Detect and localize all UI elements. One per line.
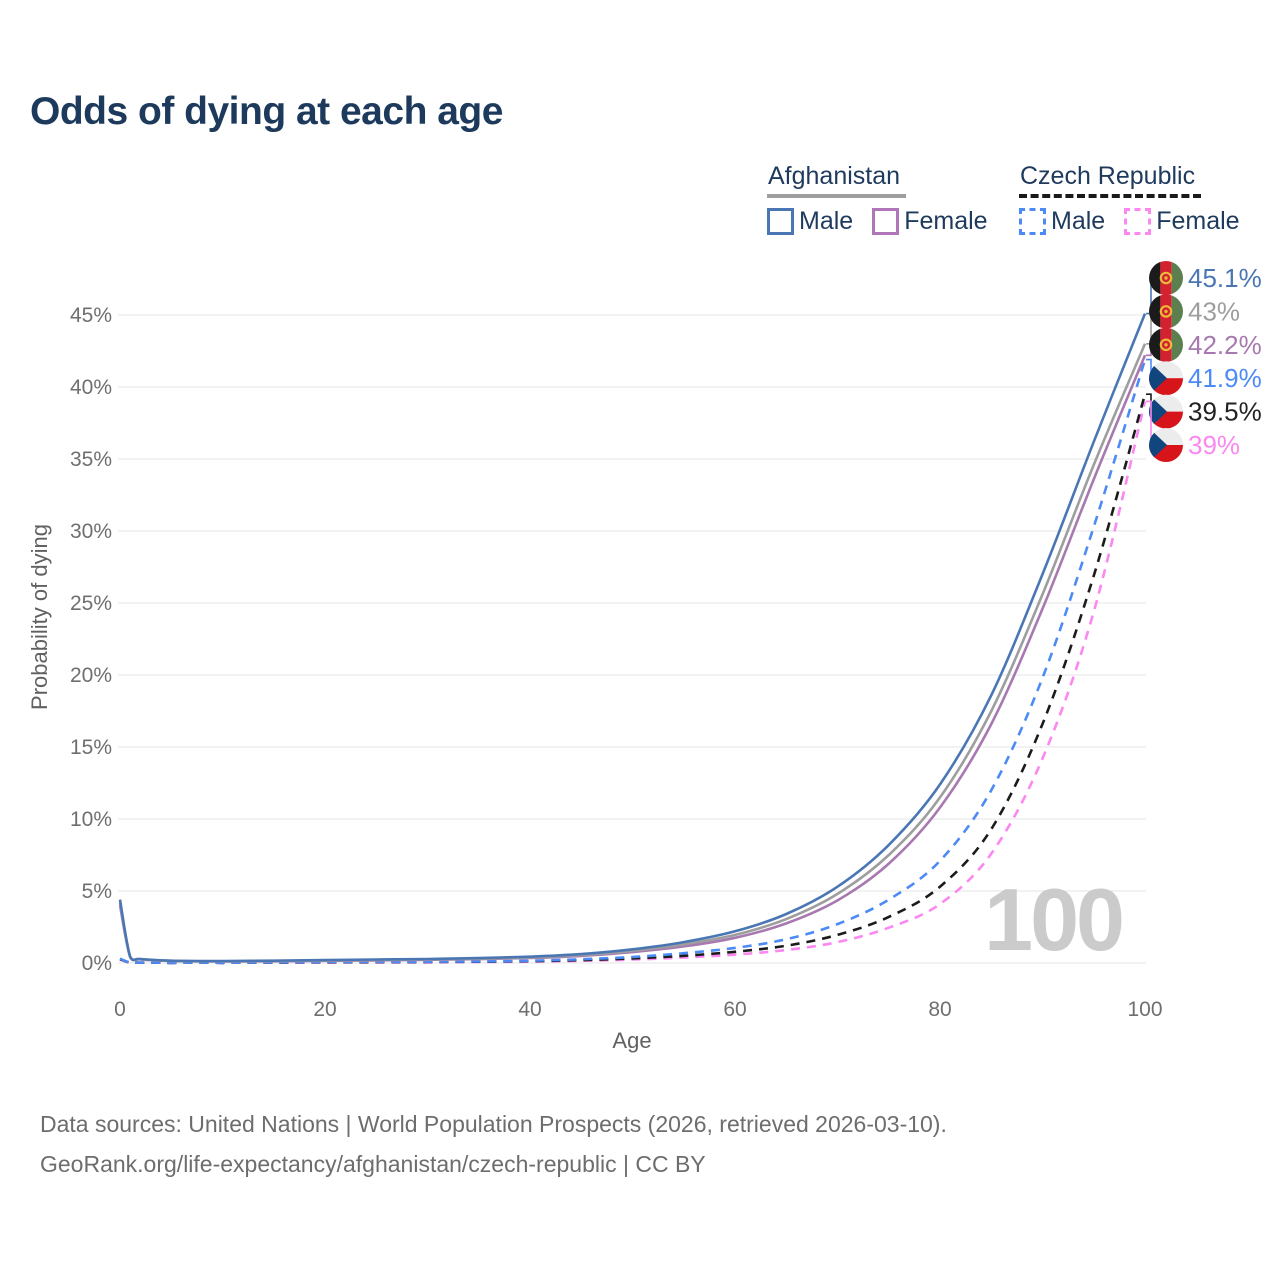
legend-label-czech-male: Male <box>1051 206 1106 235</box>
afghanistan-flag-icon <box>1149 261 1183 295</box>
legend-label-afghanistan-female: Female <box>904 206 988 235</box>
end-labels: 45.1%43% 42.2%41.9% 39.5%39% <box>1146 261 1262 462</box>
x-tick-label: 100 <box>1127 998 1162 1021</box>
end-value-label-afghanistan-female: 42.2% <box>1188 330 1262 360</box>
series-line-afghanistan-male <box>118 313 1147 963</box>
end-value-label-czech-male: 41.9% <box>1188 363 1262 393</box>
legend-label-afghanistan-male: Male <box>799 206 854 235</box>
end-value-label-czech-both: 39.5% <box>1188 397 1262 427</box>
legend-item-afghanistan-male[interactable]: Male <box>767 207 853 236</box>
legend-row-afghanistan: Male Female <box>767 207 988 236</box>
end-value-label-afghanistan-both: 43% <box>1188 296 1240 326</box>
legend-item-czech-male[interactable]: Male <box>1019 207 1105 236</box>
data-sources-text: Data sources: United Nations | World Pop… <box>40 1111 947 1137</box>
afghanistan-flag-icon <box>1149 328 1183 362</box>
y-tick-label: 25% <box>70 592 112 615</box>
legend-title-czech-republic[interactable]: Czech Republic <box>1019 162 1202 198</box>
page-title: Odds of dying at each age <box>30 90 503 133</box>
legend-item-czech-female[interactable]: Female <box>1124 206 1240 236</box>
y-tick-label: 45% <box>70 304 112 327</box>
y-axis-title: Probability of dying <box>27 524 52 710</box>
czech-republic-flag-icon <box>1149 428 1183 462</box>
x-axis-title: Age <box>612 1028 651 1053</box>
end-value-label-afghanistan-male: 45.1% <box>1188 263 1262 293</box>
legend-group-czech-republic: Czech Republic Male Female <box>1019 162 1240 236</box>
y-tick-label: 15% <box>70 736 112 759</box>
afghanistan-male-swatch-icon <box>767 207 794 235</box>
y-tick-label: 20% <box>70 664 112 687</box>
czech-male-swatch-icon <box>1019 207 1046 235</box>
y-tick-label: 0% <box>82 952 112 975</box>
legend-title-afghanistan[interactable]: Afghanistan <box>767 162 907 198</box>
attribution-text: GeoRank.org/life-expectancy/afghanistan/… <box>40 1151 706 1177</box>
afghanistan-female-swatch-icon <box>872 207 900 235</box>
legend-row-czech-republic: Male Female <box>1019 207 1240 236</box>
x-tick-label: 60 <box>723 998 746 1021</box>
czech-republic-flag-icon <box>1149 361 1183 395</box>
legend-group-afghanistan: Afghanistan Male Female <box>767 162 988 236</box>
chart-footer: Data sources: United Nations | World Pop… <box>40 1104 947 1184</box>
series-line-czech-male <box>119 359 1147 965</box>
legend-label-czech-female: Female <box>1156 206 1240 235</box>
legend-item-afghanistan-female[interactable]: Female <box>872 206 988 236</box>
y-tick-label: 10% <box>70 808 112 831</box>
age-indicator-watermark: 100 <box>984 870 1122 969</box>
y-tick-label: 30% <box>70 520 112 543</box>
y-tick-label: 35% <box>70 448 112 471</box>
series-line-afghanistan-both <box>118 343 1147 963</box>
x-tick-label: 0 <box>114 998 126 1021</box>
series-lines <box>118 313 1147 965</box>
y-tick-label: 40% <box>70 376 112 399</box>
x-tick-label: 40 <box>518 998 541 1021</box>
end-value-label-czech-female: 39% <box>1188 430 1240 460</box>
x-axis-ticks: 0 20 40 60 80 100 <box>114 998 1162 1021</box>
afghanistan-flag-icon <box>1149 294 1183 328</box>
gridlines: 0% 5% 10% 15% 20% 25% 30% 35% 40% 45% <box>70 304 1146 975</box>
czech-female-swatch-icon <box>1124 207 1152 235</box>
x-tick-label: 80 <box>928 998 951 1021</box>
x-tick-label: 20 <box>313 998 336 1021</box>
czech-republic-flag-icon <box>1149 395 1183 429</box>
y-tick-label: 5% <box>82 880 112 903</box>
